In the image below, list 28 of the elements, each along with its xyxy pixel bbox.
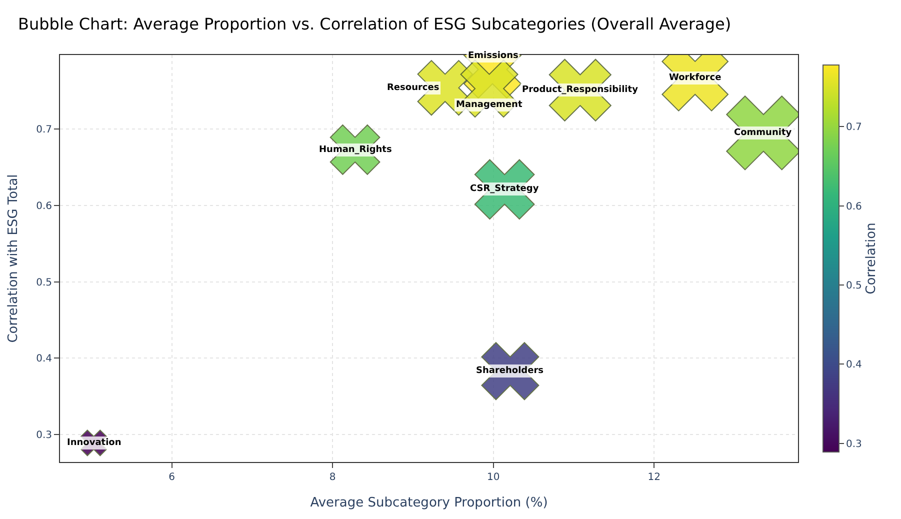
color-bar-label: 0.4 <box>846 360 862 371</box>
series-label: Workforce <box>669 73 722 83</box>
series-label: Management <box>456 100 523 110</box>
x-tick-label: 8 <box>329 472 336 483</box>
chart-title: Bubble Chart: Average Proportion vs. Correlation of ESG Subcategories (Overall Average) <box>18 14 732 34</box>
x-tick-label: 10 <box>486 472 500 483</box>
series-label: Innovation <box>67 438 122 448</box>
series-label: Community <box>734 128 792 138</box>
y-tick-label: 0.5 <box>36 277 52 288</box>
series-label: Resources <box>387 83 440 93</box>
series-label: Human_Rights <box>319 145 392 155</box>
x-tick-label: 12 <box>648 472 660 483</box>
x-axis-title: Average Subcategory Proportion (%) <box>310 496 548 511</box>
color-bar-label: 0.3 <box>846 438 862 450</box>
y-tick-label: 0.3 <box>36 430 52 442</box>
series-label: CSR_Strategy <box>470 184 539 194</box>
color-bar-label: 0.6 <box>846 201 862 212</box>
color-bar-title: Correlation <box>864 222 879 294</box>
y-tick-label: 0.7 <box>36 124 52 136</box>
series-label: Emissions <box>468 51 518 61</box>
y-tick-label: 0.6 <box>36 200 52 212</box>
series-label: Product_Responsibility <box>522 85 638 95</box>
color-bar-label: 0.7 <box>846 122 862 134</box>
y-tick-label: 0.4 <box>36 354 52 365</box>
color-bar-label: 0.5 <box>846 280 862 292</box>
series-label: Shareholders <box>476 366 544 376</box>
x-tick-label: 6 <box>168 472 175 483</box>
y-axis-title: Correlation with ESG Total <box>6 174 22 343</box>
